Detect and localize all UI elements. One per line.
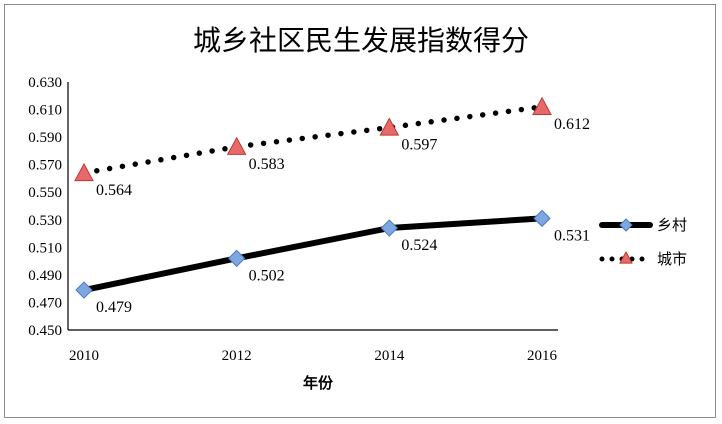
data-label: 0.597	[401, 136, 437, 153]
legend-marker-triangle	[619, 250, 633, 264]
x-tick-label: 2016	[527, 348, 558, 364]
x-tick-label: 2014	[374, 348, 405, 364]
series-line	[81, 104, 545, 176]
data-point-diamond	[380, 219, 399, 237]
series-diamond: 0.479 0.502 0.524 0.531	[75, 209, 590, 316]
series-triangle: 0.564 0.583 0.597 0.612	[74, 96, 590, 199]
x-axis-title: 年份	[303, 374, 334, 392]
x-tick-label: 2012	[222, 348, 252, 364]
y-tick-label: 0.590	[28, 130, 62, 146]
y-tick-label: 0.550	[28, 185, 62, 201]
y-tick-label: 0.630	[28, 75, 62, 91]
legend-label: 乡村	[657, 216, 687, 234]
legend-marker-diamond	[619, 218, 633, 232]
data-point-triangle	[379, 117, 400, 136]
data-point-triangle	[226, 136, 247, 155]
legend-item: 乡村	[599, 216, 687, 234]
data-point-triangle	[74, 162, 94, 182]
data-point-triangle	[532, 96, 552, 115]
data-point-diamond	[227, 249, 246, 268]
y-tick-label: 0.530	[28, 213, 62, 229]
x-tick-label: 2010	[69, 348, 99, 364]
data-label: 0.502	[249, 267, 285, 284]
chart-title: 城乡社区民生发展指数得分	[193, 24, 529, 57]
y-tick-label: 0.470	[28, 295, 62, 311]
data-label: 0.479	[96, 299, 132, 316]
y-tick-label: 0.510	[28, 240, 62, 256]
data-point-diamond	[75, 281, 93, 299]
data-label: 0.564	[96, 182, 132, 199]
y-tick-label: 0.490	[28, 268, 62, 284]
data-label: 0.612	[554, 116, 590, 133]
chart-frame	[4, 4, 716, 418]
data-label: 0.531	[554, 227, 590, 244]
series-line	[81, 215, 545, 294]
legend-item: 城市	[599, 250, 687, 268]
legend-label: 城市	[657, 250, 687, 268]
y-tick-label: 0.450	[28, 323, 62, 339]
data-label: 0.524	[401, 237, 437, 254]
data-point-diamond	[533, 209, 551, 228]
data-label: 0.583	[249, 156, 285, 173]
y-tick-label: 0.570	[28, 158, 62, 174]
series-layer: 0.479 0.502 0.524 0.531 0.564 0.583 0.597 0.612	[74, 96, 590, 316]
y-tick-label: 0.610	[28, 103, 62, 119]
y-tick-labels: 0.630 0.610 0.590 0.570 0.550 0.530 0.510 0.490…	[28, 75, 62, 339]
x-tick-labels: 2010 2012 2014 2016	[69, 348, 558, 364]
